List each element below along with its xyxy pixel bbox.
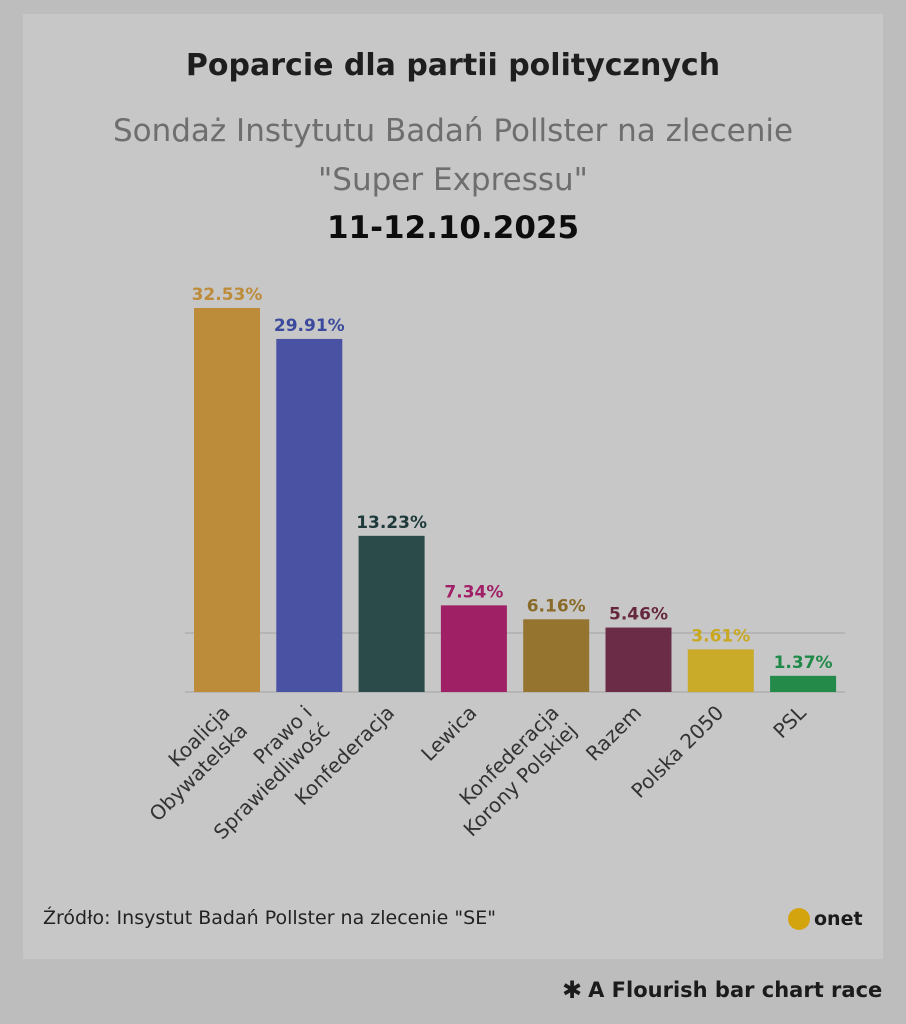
subtitle-line-1: Sondaż Instytutu Badań Pollster na zlece… — [112, 113, 794, 149]
flourish-credit-label: A Flourish bar chart race — [588, 978, 883, 1002]
chart-card — [23, 14, 883, 959]
onet-logo[interactable]: onet — [788, 908, 863, 930]
chart-title: Poparcie dla partii politycznych — [185, 48, 721, 83]
flourish-credit[interactable]: ✱ A Flourish bar chart race — [562, 978, 882, 1002]
data-label: 32.53% — [192, 285, 263, 305]
category-label: Razem — [581, 701, 646, 766]
data-label: 13.23% — [356, 513, 427, 533]
data-label: 1.37% — [774, 653, 833, 673]
asterisk-icon: ✱ — [562, 976, 583, 1004]
data-label: 7.34% — [444, 582, 503, 602]
data-label: 6.16% — [527, 596, 586, 616]
category-label-line: Razem — [581, 701, 646, 766]
bar — [687, 649, 754, 692]
bar — [194, 308, 260, 692]
data-label: 5.46% — [609, 605, 668, 625]
chart-subtitle: Sondaż Instytutu Badań Pollster na zlece… — [0, 107, 906, 205]
category-label-line: PSL — [768, 700, 811, 743]
category-label-line: Lewica — [416, 701, 481, 766]
data-label: 29.91% — [274, 316, 345, 336]
subtitle-line-2: "Super Expressu" — [318, 162, 588, 198]
bar — [523, 619, 590, 692]
onet-logo-text: onet — [814, 908, 863, 930]
source-note: Źródło: Insystut Badań Pollster na zlece… — [43, 907, 496, 929]
bar — [770, 675, 837, 692]
bar — [276, 338, 343, 692]
bar — [358, 535, 425, 692]
onet-logo-dot-icon — [788, 908, 810, 930]
data-label: 3.61% — [691, 626, 750, 646]
bar — [605, 627, 672, 692]
bar — [440, 605, 507, 692]
poll-date: 11-12.10.2025 — [326, 210, 580, 246]
category-label: PSL — [768, 700, 811, 743]
category-label: Lewica — [416, 701, 481, 766]
